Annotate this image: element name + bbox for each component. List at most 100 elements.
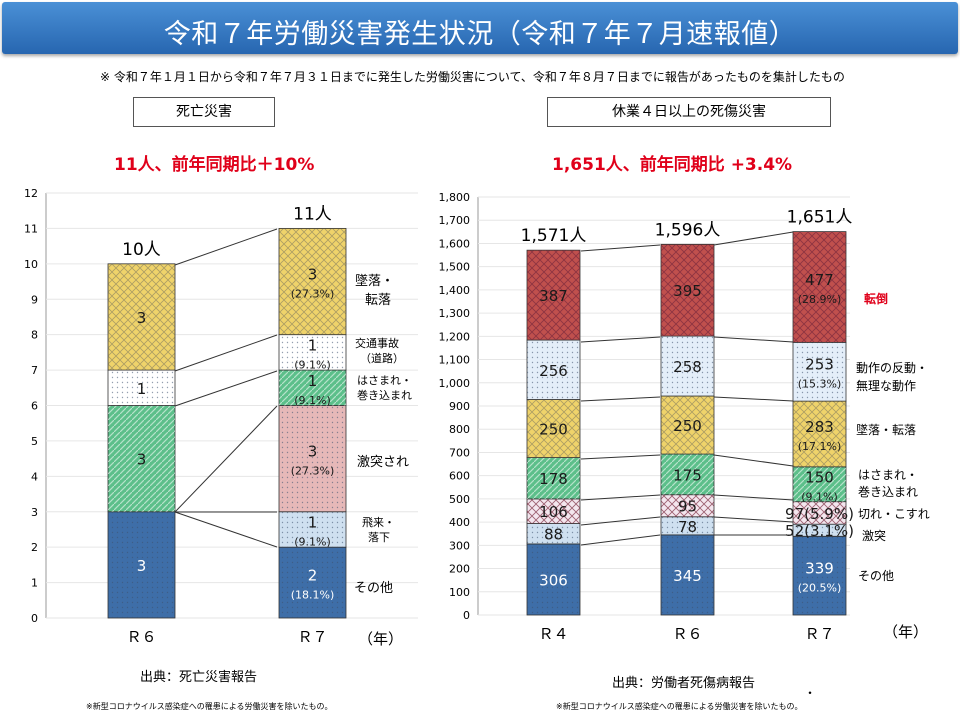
segment-value-label: 178 bbox=[539, 470, 568, 488]
x-tick-label: Ｒ７ bbox=[297, 628, 327, 646]
bar-segment-pattern bbox=[279, 228, 346, 335]
bar-segment-pattern bbox=[527, 543, 580, 615]
segment-value-label: 88 bbox=[544, 526, 563, 544]
bar-segment-pattern bbox=[527, 399, 580, 458]
legend-caught-line2: 巻き込まれ bbox=[357, 389, 412, 402]
segment-value-label: 3 bbox=[308, 443, 318, 461]
segment-percent-label: (9.1%) bbox=[294, 358, 331, 371]
segment-value-label: 3 bbox=[308, 266, 318, 284]
bar-segment-pattern bbox=[527, 523, 580, 544]
segment-percent-label: (15.3%) bbox=[798, 378, 842, 391]
x-unit-label: （年） bbox=[358, 630, 403, 648]
bar-segment-pattern bbox=[527, 457, 580, 499]
segment-value-label: 258 bbox=[673, 358, 702, 376]
bar-segment-pattern bbox=[279, 370, 346, 406]
y-tick-label: 1,000 bbox=[439, 377, 471, 390]
legend-crash: 激突 bbox=[862, 528, 886, 543]
y-tick-label: 400 bbox=[449, 516, 470, 529]
connector bbox=[713, 516, 794, 523]
y-tick-label: 5 bbox=[31, 435, 38, 448]
segment-percent-label: (9.1%) bbox=[801, 490, 838, 503]
bar-segment-pattern bbox=[661, 336, 714, 397]
page-title: 令和７年労働災害発生状況（令和７年７月速報値） bbox=[163, 19, 797, 50]
y-tick-label: 0 bbox=[31, 612, 38, 625]
segment-value-label: 256 bbox=[539, 362, 568, 380]
legend-cut: 切れ・こすれ bbox=[858, 507, 930, 521]
legend-fall-line2: 転落 bbox=[365, 293, 391, 308]
y-tick-label: 1,200 bbox=[439, 330, 471, 343]
connector bbox=[713, 494, 794, 501]
connector bbox=[174, 370, 278, 407]
segment-percent-label: (9.1%) bbox=[294, 394, 331, 407]
bar-segment-pattern bbox=[661, 494, 714, 517]
y-tick-label: 100 bbox=[449, 586, 470, 599]
y-tick-label: 10 bbox=[24, 258, 38, 271]
injury-headline: 1,651人、前年同期比 +3.4% bbox=[552, 155, 793, 175]
legend-flying-line1: 飛来・ bbox=[362, 516, 395, 529]
y-tick-label: 700 bbox=[449, 446, 470, 459]
segment-value-label: 250 bbox=[539, 421, 568, 439]
y-tick-label: 1,800 bbox=[439, 191, 471, 204]
bar-segment-pattern bbox=[793, 536, 846, 615]
y-tick-label: 900 bbox=[449, 400, 470, 413]
y-tick-label: 1,300 bbox=[439, 307, 471, 320]
injury-chart-labels: 転倒 動作の反動・ 無理な動作 墜落・転落 はさまれ・ 巻き込まれ 切れ・こすれ… bbox=[580, 231, 930, 641]
title-banner: 令和７年労働災害発生状況（令和７年７月速報値） bbox=[2, 2, 958, 54]
y-tick-label: 6 bbox=[31, 400, 38, 413]
segment-value-label: 106 bbox=[539, 503, 568, 521]
connector bbox=[713, 336, 794, 343]
total-connector bbox=[580, 244, 661, 252]
data-period-note: ※ 令和７年１月１日から令和７年７月３１日までに発生した労働災害について、令和７… bbox=[100, 70, 845, 84]
y-tick-label: 0 bbox=[463, 609, 470, 622]
y-tick-label: 800 bbox=[449, 423, 470, 436]
segment-value-label: 306 bbox=[539, 571, 568, 589]
segment-value-label: 150 bbox=[805, 468, 834, 486]
bar-segment-pattern bbox=[661, 396, 714, 455]
injury-source: 出典：労働者死傷病報告 bbox=[612, 676, 756, 691]
y-tick-label: 1,600 bbox=[439, 237, 471, 250]
bar-segment-pattern bbox=[793, 342, 846, 402]
total-connector bbox=[174, 228, 278, 266]
y-tick-label: 500 bbox=[449, 493, 470, 506]
segment-percent-label: (9.1%) bbox=[294, 535, 331, 548]
x-tick-label: Ｒ７ bbox=[804, 625, 834, 643]
bar-segment-pattern bbox=[108, 405, 175, 512]
bar-segment-pattern bbox=[527, 340, 580, 400]
fatal-accidents-chart: 0123456789101112331310人Ｒ６2(18.1%)1(9.1%)… bbox=[24, 187, 418, 646]
injury-accidents-box-label: 休業４日以上の死傷災害 bbox=[547, 97, 831, 127]
segment-value-label: 387 bbox=[539, 287, 568, 305]
y-tick-label: 11 bbox=[24, 222, 38, 235]
fatal-headline: 11人、前年同期比＋10% bbox=[114, 155, 315, 175]
y-tick-label: 2 bbox=[31, 541, 38, 554]
segment-value-label: 2 bbox=[308, 567, 318, 585]
segment-percent-label: (27.3%) bbox=[291, 288, 335, 301]
segment-value-label: 339 bbox=[805, 560, 834, 578]
segment-value-label: 395 bbox=[673, 282, 702, 300]
y-tick-label: 9 bbox=[31, 293, 38, 306]
connector bbox=[580, 494, 661, 501]
y-tick-label: 12 bbox=[24, 187, 38, 200]
x-tick-label: Ｒ４ bbox=[538, 625, 568, 643]
y-tick-label: 600 bbox=[449, 470, 470, 483]
x-unit-label: （年） bbox=[883, 623, 928, 641]
legend-traffic-line1: 交通事故 bbox=[355, 336, 399, 350]
legend-caught-line1: はさまれ・ bbox=[858, 468, 918, 482]
bar-segment-pattern bbox=[108, 511, 175, 618]
bar-segment-pattern bbox=[279, 405, 346, 512]
y-tick-label: 300 bbox=[449, 539, 470, 552]
legend-traffic-line2: （道路） bbox=[360, 351, 404, 365]
total-label: 1,571人 bbox=[521, 226, 587, 246]
segment-value-label: 175 bbox=[673, 466, 702, 484]
connector bbox=[580, 516, 661, 526]
fatal-source: 出典：死亡災害報告 bbox=[140, 670, 258, 685]
segment-percent-label: (20.5%) bbox=[798, 582, 842, 595]
segment-percent-label: (28.9%) bbox=[798, 293, 842, 306]
total-connector bbox=[713, 231, 794, 246]
legend-fall-line1: 墜落・ bbox=[355, 273, 394, 289]
segment-value-label: 1 bbox=[308, 513, 318, 531]
y-tick-label: 1,500 bbox=[439, 261, 471, 274]
connector bbox=[580, 396, 661, 402]
bar-segment-pattern bbox=[793, 401, 846, 467]
segment-value-label: 283 bbox=[805, 418, 834, 436]
